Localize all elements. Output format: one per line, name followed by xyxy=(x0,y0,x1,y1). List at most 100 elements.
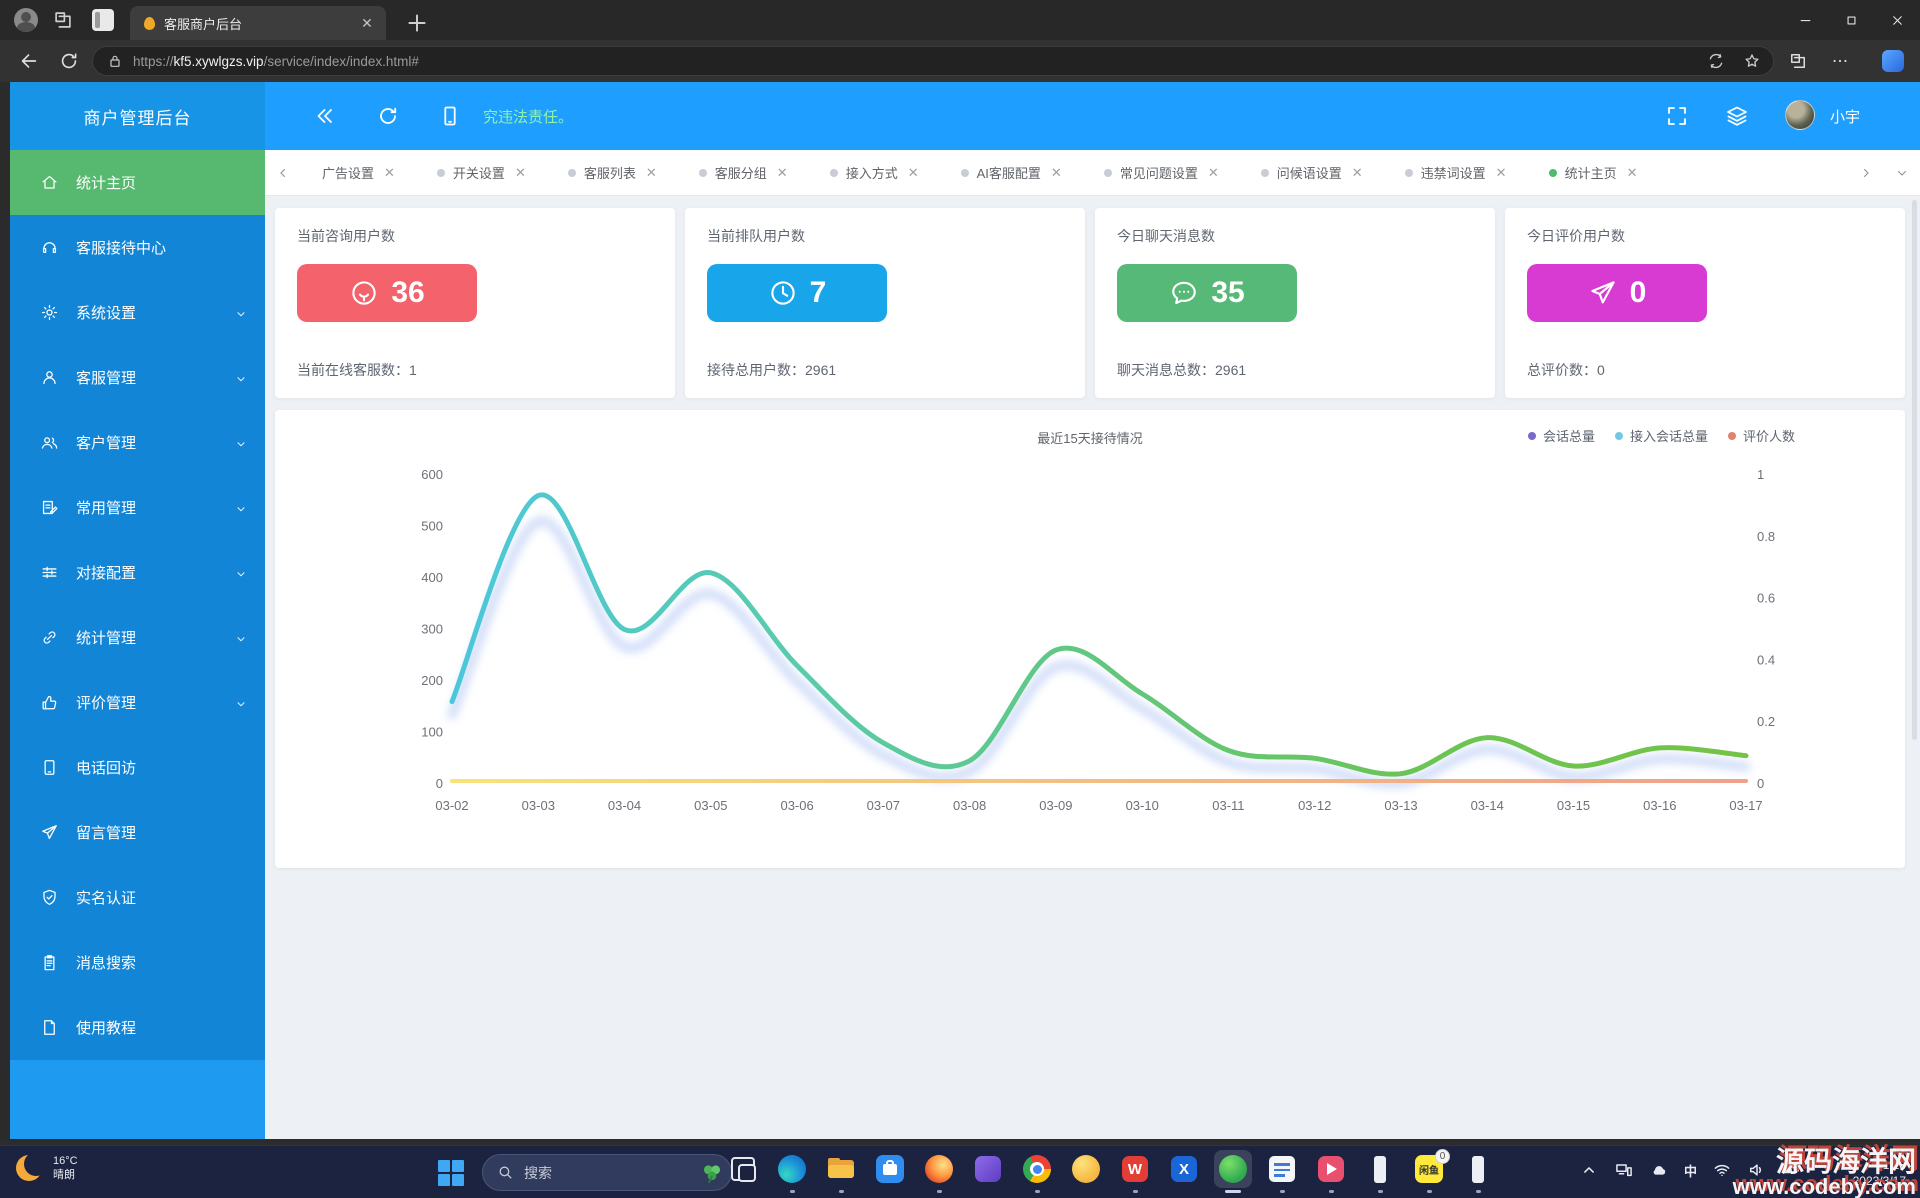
sidebar-item-客服接待中心[interactable]: 客服接待中心 xyxy=(10,215,265,280)
taskbar-app-purple-app[interactable] xyxy=(973,1152,1003,1193)
tab-close-icon[interactable]: ✕ xyxy=(1050,164,1062,180)
taskbar-app-pink-video-app[interactable] xyxy=(1316,1152,1346,1193)
sidebar-item-留言管理[interactable]: 留言管理 xyxy=(10,800,265,865)
sidebar-item-评价管理[interactable]: 评价管理 xyxy=(10,670,265,735)
taskbar-app-notepad[interactable] xyxy=(1267,1152,1297,1193)
taskbar-clock[interactable]: 1:13 2023/3/17 xyxy=(1853,1157,1906,1189)
browser-tab-active[interactable]: 客服商户后台 ✕ xyxy=(130,6,386,40)
close-button[interactable] xyxy=(1874,0,1920,40)
sidebar-item-统计主页[interactable]: 统计主页 xyxy=(10,150,265,215)
tab-close-icon[interactable]: ✕ xyxy=(361,14,373,31)
gear-icon xyxy=(40,303,59,322)
taskbar-app-wps[interactable]: W xyxy=(1120,1152,1150,1193)
taskbar-app-task-view[interactable] xyxy=(728,1152,758,1193)
taskbar-app-file-explorer[interactable] xyxy=(826,1152,856,1193)
collections-icon[interactable] xyxy=(1788,51,1808,71)
username[interactable]: 小宇 xyxy=(1830,109,1861,126)
legend-item-评价人数[interactable]: 评价人数 xyxy=(1727,426,1795,445)
sidebar-item-客户管理[interactable]: 客户管理 xyxy=(10,410,265,475)
tab-close-icon[interactable]: ✕ xyxy=(1626,164,1638,180)
taskbar-weather[interactable]: 16°C 晴朗 xyxy=(14,1152,78,1183)
taskbar-app-white-app-1[interactable] xyxy=(1365,1152,1395,1193)
sidebar-item-对接配置[interactable]: 对接配置 xyxy=(10,540,265,605)
tabs-scroll-left-icon[interactable] xyxy=(265,150,301,196)
taskbar-app-green-app[interactable] xyxy=(1214,1150,1252,1193)
workspaces-icon[interactable] xyxy=(52,9,74,31)
copilot-icon[interactable] xyxy=(1882,50,1904,72)
phone-link-icon[interactable] xyxy=(1614,1160,1634,1180)
onedrive-cloud-icon[interactable] xyxy=(1649,1160,1669,1180)
tab-close-icon[interactable]: ✕ xyxy=(907,164,919,180)
reload-icon[interactable] xyxy=(58,50,80,72)
sidebar-item-label: 系统设置 xyxy=(76,305,137,322)
tabs-scroll-right-icon[interactable] xyxy=(1848,150,1884,196)
hidden-icons-chevron-icon[interactable] xyxy=(1579,1160,1599,1180)
translate-icon[interactable] xyxy=(1707,52,1725,70)
tab-违禁词设置[interactable]: 违禁词设置 ✕ xyxy=(1384,150,1528,196)
taskbar-app-yellow-browser[interactable] xyxy=(1071,1152,1101,1193)
taskbar-app-white-app-2[interactable] xyxy=(1463,1152,1493,1193)
tab-close-icon[interactable]: ✕ xyxy=(1495,164,1507,180)
layers-icon[interactable] xyxy=(1725,104,1749,128)
battery-icon[interactable] xyxy=(1782,1160,1802,1180)
taskbar-app-ms-store[interactable] xyxy=(875,1152,905,1193)
page-scrollbar[interactable] xyxy=(1912,200,1917,740)
new-tab-button[interactable] xyxy=(404,10,430,36)
tab-status-dot xyxy=(829,168,838,177)
tab-close-icon[interactable]: ✕ xyxy=(514,164,526,180)
tab-问候语设置[interactable]: 问候语设置 ✕ xyxy=(1240,150,1384,196)
xianyu-icon: 闲鱼 0 xyxy=(1414,1149,1450,1184)
mobile-preview-icon[interactable] xyxy=(438,104,462,128)
ime-indicator[interactable]: 中 xyxy=(1683,1163,1697,1179)
sidebar-item-系统设置[interactable]: 系统设置 xyxy=(10,280,265,345)
fullscreen-icon[interactable] xyxy=(1665,104,1689,128)
tab-close-icon[interactable]: ✕ xyxy=(776,164,788,180)
back-icon[interactable] xyxy=(18,50,40,72)
tabs-menu-dropdown-icon[interactable] xyxy=(1884,150,1920,196)
sidebar-item-实名认证[interactable]: 实名认证 xyxy=(10,865,265,930)
collapse-sidebar-icon[interactable] xyxy=(313,104,337,128)
tab-close-icon[interactable]: ✕ xyxy=(1207,164,1219,180)
tab-AI客服配置[interactable]: AI客服配置 ✕ xyxy=(940,150,1083,196)
maximize-button[interactable] xyxy=(1828,0,1874,40)
taskbar-search[interactable]: 搜索 xyxy=(482,1154,732,1191)
taskbar-app-edge[interactable] xyxy=(777,1152,807,1193)
user-avatar[interactable] xyxy=(1785,100,1815,130)
tab-close-icon[interactable]: ✕ xyxy=(1351,164,1363,180)
sidebar-item-统计管理[interactable]: 统计管理 xyxy=(10,605,265,670)
minimize-button[interactable] xyxy=(1782,0,1828,40)
sidebar-item-电话回访[interactable]: 电话回访 xyxy=(10,735,265,800)
tab-广告设置[interactable]: 广告设置 ✕ xyxy=(301,150,416,196)
tab-常见问题设置[interactable]: 常见问题设置 ✕ xyxy=(1083,150,1240,196)
tab-close-icon[interactable]: ✕ xyxy=(384,164,395,180)
tab-接入方式[interactable]: 接入方式 ✕ xyxy=(809,150,940,196)
edge-icon xyxy=(777,1154,807,1184)
sidebar-item-客服管理[interactable]: 客服管理 xyxy=(10,345,265,410)
vertical-tabs-icon[interactable] xyxy=(92,9,114,31)
favorite-star-icon[interactable] xyxy=(1743,52,1761,70)
tab-统计主页[interactable]: 统计主页 ✕ xyxy=(1528,150,1659,196)
pink-video-app-icon xyxy=(1316,1154,1346,1184)
tab-close-icon[interactable]: ✕ xyxy=(645,164,657,180)
taskbar-app-xianyu[interactable]: 闲鱼 0 xyxy=(1414,1149,1450,1193)
start-button[interactable] xyxy=(438,1160,464,1186)
browser-profile-avatar[interactable] xyxy=(14,8,38,32)
volume-icon[interactable] xyxy=(1747,1160,1767,1180)
address-bar[interactable]: https://kf5.xywlgzs.vip/service/index/in… xyxy=(92,46,1774,76)
taskbar-app-chrome[interactable] xyxy=(1022,1152,1052,1193)
chart-card: 最近15天接待情况 会话总量 接入会话总量 评价人数 600 500 400 300 200… xyxy=(275,410,1905,868)
svg-text:100: 100 xyxy=(421,725,443,740)
taskbar-app-firefox[interactable] xyxy=(924,1152,954,1193)
wifi-icon[interactable] xyxy=(1712,1160,1732,1180)
sidebar-item-使用教程[interactable]: 使用教程 xyxy=(10,995,265,1060)
legend-item-会话总量[interactable]: 会话总量 xyxy=(1527,426,1595,445)
tab-客服分组[interactable]: 客服分组 ✕ xyxy=(678,150,809,196)
tab-客服列表[interactable]: 客服列表 ✕ xyxy=(547,150,678,196)
settings-ellipsis-icon[interactable] xyxy=(1830,51,1850,71)
legend-item-接入会话总量[interactable]: 接入会话总量 xyxy=(1614,426,1708,445)
sidebar-item-消息搜索[interactable]: 消息搜索 xyxy=(10,930,265,995)
tab-开关设置[interactable]: 开关设置 ✕ xyxy=(416,150,547,196)
refresh-page-icon[interactable] xyxy=(376,104,400,128)
taskbar-app-blue-x-app[interactable]: X xyxy=(1169,1152,1199,1193)
sidebar-item-常用管理[interactable]: 常用管理 xyxy=(10,475,265,540)
